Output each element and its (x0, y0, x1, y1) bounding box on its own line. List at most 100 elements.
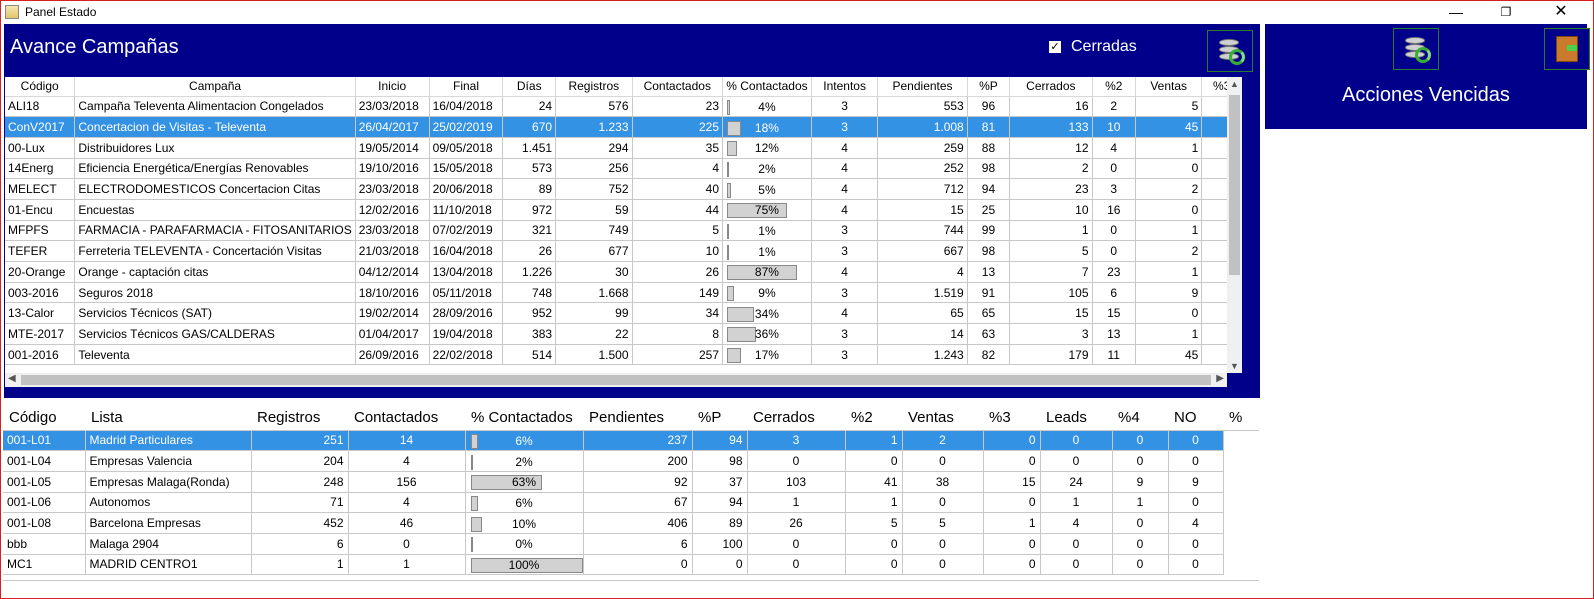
table-row[interactable]: ALI18 Campaña Televenta Alimentacion Cong… (5, 96, 1242, 118)
column-header[interactable]: Contactados (348, 406, 465, 431)
column-header[interactable]: %3 (983, 406, 1040, 431)
table-cell: 2 (1135, 240, 1203, 262)
scroll-right-icon[interactable]: ▶ (1216, 373, 1224, 384)
checkbox-icon[interactable]: ✓ (1049, 41, 1061, 53)
table-cell: MFPFS (5, 220, 76, 242)
column-header[interactable]: Pendientes (583, 406, 692, 431)
column-header[interactable]: Registros (251, 406, 348, 431)
column-header[interactable]: %4 (1112, 406, 1168, 431)
table-row[interactable]: MC1 MADRID CENTRO1 1 1 100% 0 0 0 0 0 0 0 0 0 (3, 554, 1259, 576)
column-header[interactable]: Cerrados (1009, 77, 1093, 97)
table-row[interactable]: 001-2016 Televenta 26/09/2016 22/02/2018 514… (5, 344, 1242, 366)
column-header[interactable]: % Contactados (722, 77, 812, 97)
table-row[interactable]: 001-L06 Autonomos 71 4 6% 67 94 1 1 0 0 1 1 0 (3, 492, 1259, 514)
table-cell: MELECT (5, 178, 76, 200)
table-row[interactable]: ConV2017 Concertacion de Visitas - Televe… (5, 116, 1242, 138)
table-cell: 1 (1009, 220, 1093, 242)
column-header[interactable]: Código (5, 77, 76, 97)
table-cell: 18% (722, 116, 812, 138)
table-row[interactable]: MFPFS FARMACIA - PARAFARMACIA - FITOSANIT… (5, 220, 1242, 242)
table-cell: 38 (902, 471, 984, 493)
table-cell: 0 (1135, 158, 1203, 180)
column-header[interactable]: Leads (1040, 406, 1112, 431)
table-row[interactable]: bbb Malaga 2904 6 0 0% 6 100 0 0 0 0 0 0 0 (3, 533, 1259, 555)
column-header[interactable]: Cerrados (747, 406, 845, 431)
table-cell: 156 (348, 471, 466, 493)
table-cell: 001-L05 (3, 471, 86, 493)
table-row[interactable]: 13-Calor Servicios Técnicos (SAT) 19/02/20… (5, 302, 1242, 325)
table-cell: 8 (632, 323, 724, 345)
scroll-left-icon[interactable]: ◀ (8, 373, 16, 384)
progress-bar: 4% (726, 99, 808, 115)
table-cell: 94 (692, 430, 748, 452)
table-cell: 4 (632, 158, 724, 180)
column-header[interactable]: Final (429, 77, 504, 97)
column-header[interactable]: Lista (85, 406, 251, 431)
table-cell: 1.451 (502, 137, 557, 159)
table-row[interactable]: 01-Encu Encuestas 12/02/2016 11/10/2018 972 5… (5, 199, 1242, 221)
table-cell: 0 (1092, 158, 1136, 180)
refresh-campaigns-button[interactable] (1207, 30, 1253, 72)
table-row[interactable]: 20-Orange Orange - captación citas 04/12/2… (5, 261, 1242, 283)
scroll-down-icon[interactable]: ▼ (1230, 361, 1239, 371)
column-header[interactable]: Ventas (1135, 77, 1203, 97)
column-header[interactable]: Código (3, 406, 85, 431)
column-header[interactable]: Pendientes (877, 77, 968, 97)
table-row[interactable]: 001-L05 Empresas Malaga(Ronda) 248 156 63% 92… (3, 471, 1259, 493)
column-header[interactable]: Registros (555, 77, 633, 97)
column-header[interactable]: % (1223, 406, 1259, 431)
scroll-thumb[interactable] (1229, 95, 1240, 275)
column-header[interactable]: Ventas (902, 406, 983, 431)
table-cell: 45 (1135, 116, 1203, 138)
column-header[interactable]: Inicio (355, 77, 430, 97)
scroll-thumb[interactable] (21, 375, 1211, 385)
table-row[interactable]: 001-L04 Empresas Valencia 204 4 2% 200 98 0 0 0 0 0… (3, 450, 1259, 472)
table-row[interactable]: TEFER Ferreteria TELEVENTA - Concertación… (5, 240, 1242, 262)
table-cell: 1 (1135, 323, 1203, 345)
close-button[interactable]: ✕ (1554, 3, 1568, 20)
table-cell: 22 (555, 323, 633, 345)
column-header[interactable]: %P (692, 406, 747, 431)
table-cell: 4 (811, 199, 879, 221)
table-row[interactable]: 001-L01 Madrid Particulares 251 14 6% 237 94 3 1… (3, 430, 1259, 452)
table-cell: 15 (983, 471, 1041, 493)
minimize-button[interactable]: — (1449, 4, 1463, 20)
column-header[interactable]: Días (502, 77, 557, 97)
progress-fill (727, 161, 730, 177)
column-header[interactable]: % Contactados (465, 406, 583, 431)
table-row[interactable]: MELECT ELECTRODOMESTICOS Concertacion Cit… (5, 178, 1242, 200)
column-header[interactable]: %2 (1092, 77, 1136, 97)
progress-fill (727, 203, 788, 219)
column-header[interactable]: Intentos (811, 77, 879, 97)
table-row[interactable]: 14Energ Eficiencia Energética/Energías Re… (5, 158, 1242, 180)
column-header[interactable]: NO (1168, 406, 1223, 431)
campaigns-horizontal-scrollbar[interactable]: ◀ ▶ (5, 373, 1227, 387)
table-cell: 23 (1009, 178, 1093, 200)
refresh-actions-button[interactable] (1393, 28, 1439, 70)
scroll-up-icon[interactable]: ▲ (1230, 79, 1239, 89)
column-header[interactable]: Contactados (632, 77, 724, 97)
table-cell: 40 (632, 178, 724, 200)
progress-fill (727, 286, 735, 302)
table-row[interactable]: 001-L08 Barcelona Empresas 452 46 10% 406 89 26… (3, 512, 1259, 534)
table-cell: 248 (251, 471, 349, 493)
table-cell: 6 (1092, 282, 1136, 304)
table-cell: 179 (1009, 344, 1093, 366)
table-row[interactable]: MTE-2017 Servicios Técnicos GAS/CALDERAS 0… (5, 323, 1242, 345)
cerradas-checkbox[interactable]: ✓ Cerradas (1049, 38, 1137, 56)
table-row[interactable]: 00-Lux Distribuidores Lux 19/05/2014 09/05/… (5, 137, 1242, 159)
maximize-button[interactable]: ❐ (1500, 5, 1512, 19)
column-header[interactable]: %P (967, 77, 1011, 97)
column-header[interactable]: Campaña (74, 77, 356, 97)
exit-button[interactable] (1544, 28, 1590, 70)
table-row[interactable]: 003-2016 Seguros 2018 18/10/2016 05/11/2018… (5, 282, 1242, 304)
campaigns-vertical-scrollbar[interactable]: ▲ ▼ (1227, 77, 1242, 373)
table-cell: 3 (811, 116, 879, 138)
table-cell: 1.519 (877, 282, 968, 304)
table-cell: 91 (967, 282, 1011, 304)
table-cell: 2 (1009, 158, 1093, 180)
column-header[interactable]: %2 (845, 406, 902, 431)
table-cell: 26 (632, 261, 724, 283)
table-cell: 1% (722, 220, 812, 242)
table-cell: 105 (1009, 282, 1093, 304)
